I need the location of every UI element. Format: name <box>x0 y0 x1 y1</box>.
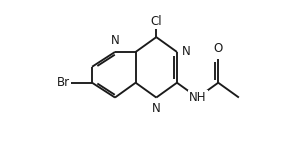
Text: N: N <box>111 34 119 47</box>
Text: N: N <box>181 45 190 58</box>
Text: NH: NH <box>189 91 206 104</box>
Text: Br: Br <box>57 76 70 89</box>
Text: O: O <box>214 42 223 55</box>
Text: Cl: Cl <box>150 15 162 28</box>
Text: N: N <box>152 102 161 115</box>
